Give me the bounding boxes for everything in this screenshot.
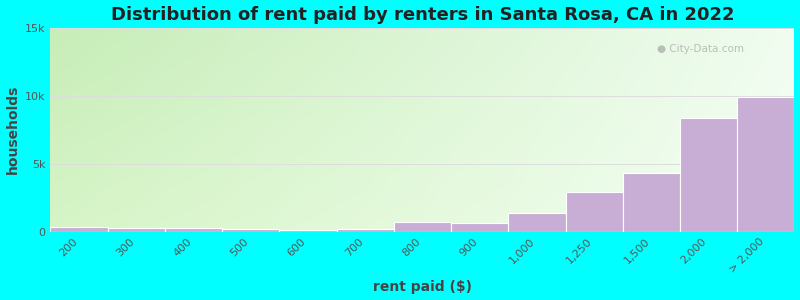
Bar (738, 97, 794, 232)
Bar (50, 227, 108, 232)
Bar (451, 224, 508, 232)
Bar (622, 173, 680, 232)
Bar (508, 213, 566, 232)
Bar (279, 230, 337, 232)
Bar (337, 229, 394, 232)
Bar (165, 228, 222, 232)
Y-axis label: households: households (6, 85, 19, 174)
Bar (222, 229, 279, 232)
Text: ● City-Data.com: ● City-Data.com (657, 44, 744, 54)
X-axis label: rent paid ($): rent paid ($) (373, 280, 472, 294)
Bar (108, 229, 165, 232)
Bar (566, 192, 622, 232)
Title: Distribution of rent paid by renters in Santa Rosa, CA in 2022: Distribution of rent paid by renters in … (110, 6, 734, 24)
Bar (680, 118, 738, 232)
Bar (394, 222, 451, 232)
